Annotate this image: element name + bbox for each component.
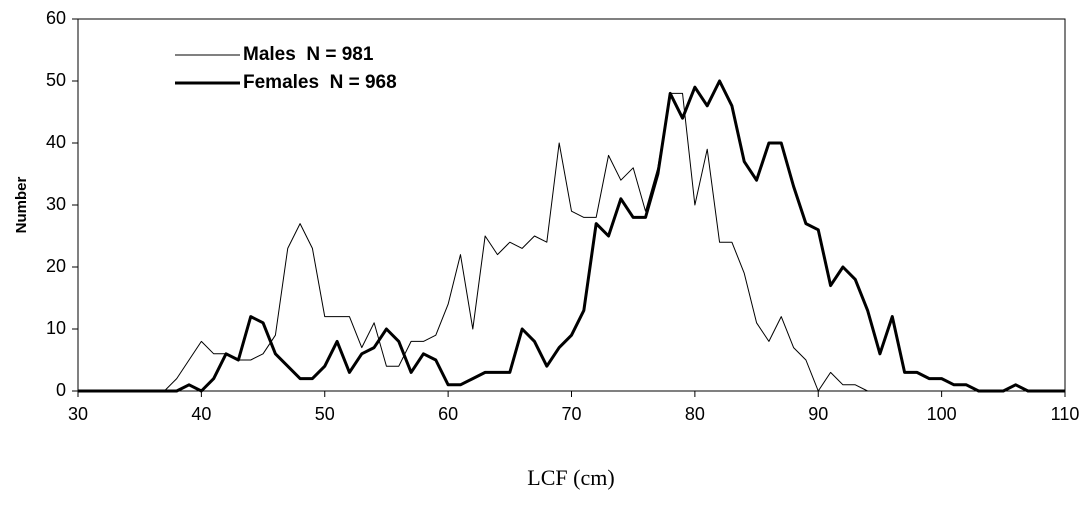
x-tick-label: 80 — [685, 404, 705, 424]
y-tick-label: 10 — [46, 318, 66, 338]
x-tick-label: 50 — [315, 404, 335, 424]
x-tick-label: 100 — [927, 404, 957, 424]
x-tick-label: 60 — [438, 404, 458, 424]
x-tick-label: 110 — [1051, 404, 1080, 424]
y-tick-label: 20 — [46, 256, 66, 276]
legend-label: Males N = 981 — [243, 44, 374, 65]
x-axis-label: LCF (cm) — [527, 465, 614, 490]
series-line — [78, 79, 1065, 393]
series-line — [78, 92, 1065, 392]
y-tick-label: 30 — [46, 194, 66, 214]
y-axis-label: Number — [13, 177, 30, 234]
y-tick-label: 40 — [46, 132, 66, 152]
y-tick-label: 60 — [46, 8, 66, 28]
x-tick-label: 70 — [561, 404, 581, 424]
y-tick-label: 0 — [56, 380, 66, 400]
x-tick-label: 90 — [808, 404, 828, 424]
x-tick-label: 40 — [191, 404, 211, 424]
x-tick-label: 30 — [68, 404, 88, 424]
legend-label: Females N = 968 — [243, 72, 397, 93]
y-tick-label: 50 — [46, 70, 66, 90]
